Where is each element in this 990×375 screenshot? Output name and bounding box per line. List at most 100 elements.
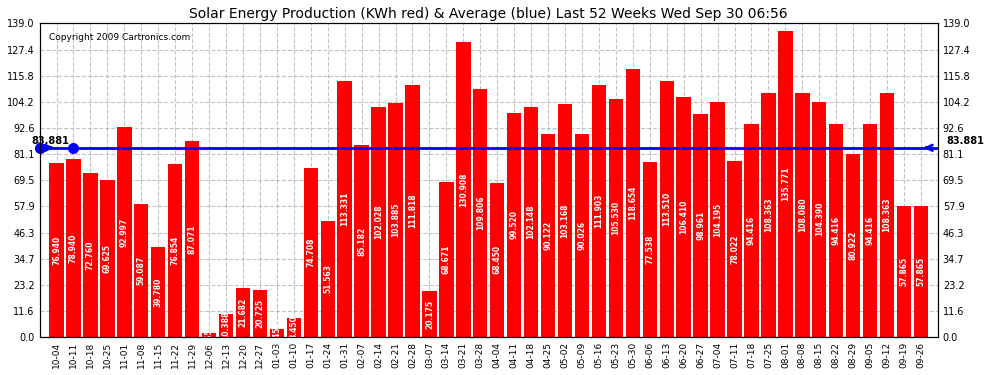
Bar xyxy=(914,207,929,337)
Bar xyxy=(100,180,115,337)
Bar xyxy=(659,81,674,337)
Bar xyxy=(405,85,420,337)
Text: 108.363: 108.363 xyxy=(764,198,773,232)
Text: 90.122: 90.122 xyxy=(544,221,552,250)
Text: 108.080: 108.080 xyxy=(798,198,807,232)
Text: 103.885: 103.885 xyxy=(391,202,400,237)
Text: 108.363: 108.363 xyxy=(883,198,892,232)
Text: 113.510: 113.510 xyxy=(662,192,671,226)
Text: 69.625: 69.625 xyxy=(103,244,112,273)
Bar xyxy=(304,168,318,337)
Text: 92.997: 92.997 xyxy=(120,217,129,247)
Bar xyxy=(507,112,522,337)
Bar xyxy=(761,93,775,337)
Text: 76.854: 76.854 xyxy=(170,236,179,265)
Bar xyxy=(711,102,725,337)
Text: 57.865: 57.865 xyxy=(917,257,926,286)
Text: 78.940: 78.940 xyxy=(69,233,78,262)
Text: 111.818: 111.818 xyxy=(408,194,417,228)
Text: 51.563: 51.563 xyxy=(323,264,333,293)
Text: 78.022: 78.022 xyxy=(730,234,739,264)
Text: 130.908: 130.908 xyxy=(458,172,468,207)
Bar xyxy=(693,114,708,337)
Text: 68.671: 68.671 xyxy=(442,245,450,274)
Bar xyxy=(897,207,911,337)
Text: 106.410: 106.410 xyxy=(679,200,688,234)
Text: 77.538: 77.538 xyxy=(645,235,654,264)
Bar xyxy=(541,134,555,337)
Text: 83.881: 83.881 xyxy=(946,135,984,146)
Text: 21.682: 21.682 xyxy=(239,298,248,327)
Bar xyxy=(422,291,437,337)
Text: 111.903: 111.903 xyxy=(594,194,604,228)
Bar xyxy=(676,97,691,337)
Text: 104.390: 104.390 xyxy=(815,202,824,236)
Bar xyxy=(354,145,369,337)
Text: 135.771: 135.771 xyxy=(781,166,790,201)
Text: 39.780: 39.780 xyxy=(153,278,162,307)
Bar xyxy=(388,103,403,337)
Text: 104.195: 104.195 xyxy=(713,202,722,237)
Text: 57.865: 57.865 xyxy=(900,257,909,286)
Text: 20.175: 20.175 xyxy=(425,300,434,329)
Bar xyxy=(236,288,250,337)
Bar xyxy=(456,42,470,337)
Title: Solar Energy Production (KWh red) & Average (blue) Last 52 Weeks Wed Sep 30 06:5: Solar Energy Production (KWh red) & Aver… xyxy=(189,7,788,21)
Bar xyxy=(66,159,80,337)
Bar xyxy=(490,183,505,337)
Bar xyxy=(440,182,453,337)
Bar xyxy=(252,290,267,337)
Bar xyxy=(609,99,623,337)
Text: Copyright 2009 Cartronics.com: Copyright 2009 Cartronics.com xyxy=(49,33,190,42)
Bar xyxy=(202,333,216,337)
Bar xyxy=(728,161,742,337)
Text: 68.450: 68.450 xyxy=(493,245,502,274)
Text: 109.806: 109.806 xyxy=(476,196,485,230)
Bar xyxy=(880,93,894,337)
Bar xyxy=(168,164,182,337)
Bar xyxy=(371,107,386,337)
Bar xyxy=(557,104,572,337)
Text: 20.725: 20.725 xyxy=(255,299,264,328)
Bar xyxy=(473,89,487,337)
Bar xyxy=(846,154,860,337)
Text: 90.026: 90.026 xyxy=(577,221,586,250)
Text: 80.922: 80.922 xyxy=(848,231,857,260)
Bar xyxy=(592,85,606,337)
Bar xyxy=(812,102,827,337)
Bar xyxy=(338,81,351,337)
Text: 87.071: 87.071 xyxy=(188,224,197,254)
Bar xyxy=(219,314,234,337)
Bar xyxy=(778,31,793,337)
Text: 98.961: 98.961 xyxy=(696,211,705,240)
Text: 94.416: 94.416 xyxy=(832,216,841,245)
Bar xyxy=(50,164,63,337)
Text: 113.331: 113.331 xyxy=(341,192,349,226)
Bar xyxy=(134,204,148,337)
Text: 99.520: 99.520 xyxy=(510,210,519,239)
Bar xyxy=(185,141,199,337)
Bar xyxy=(269,329,284,337)
Bar xyxy=(321,220,335,337)
Text: 105.530: 105.530 xyxy=(612,201,621,235)
Text: 1.650: 1.650 xyxy=(205,323,214,347)
Text: 74.708: 74.708 xyxy=(306,238,315,267)
Bar xyxy=(643,162,657,337)
Text: 8.450: 8.450 xyxy=(289,315,298,339)
Text: 76.940: 76.940 xyxy=(52,236,61,265)
Text: 72.760: 72.760 xyxy=(86,240,95,270)
Text: 3.450: 3.450 xyxy=(272,321,281,345)
Text: 118.654: 118.654 xyxy=(629,186,638,220)
Text: 102.028: 102.028 xyxy=(374,205,383,239)
Bar xyxy=(151,247,165,337)
Bar xyxy=(117,127,132,337)
Text: 59.087: 59.087 xyxy=(137,256,146,285)
Bar xyxy=(863,124,877,337)
Bar xyxy=(795,93,810,337)
Bar xyxy=(83,173,98,337)
Text: 10.388: 10.388 xyxy=(222,310,231,340)
Bar xyxy=(829,124,843,337)
Bar xyxy=(626,69,640,337)
Text: 103.168: 103.168 xyxy=(560,203,569,238)
Text: 102.148: 102.148 xyxy=(527,204,536,239)
